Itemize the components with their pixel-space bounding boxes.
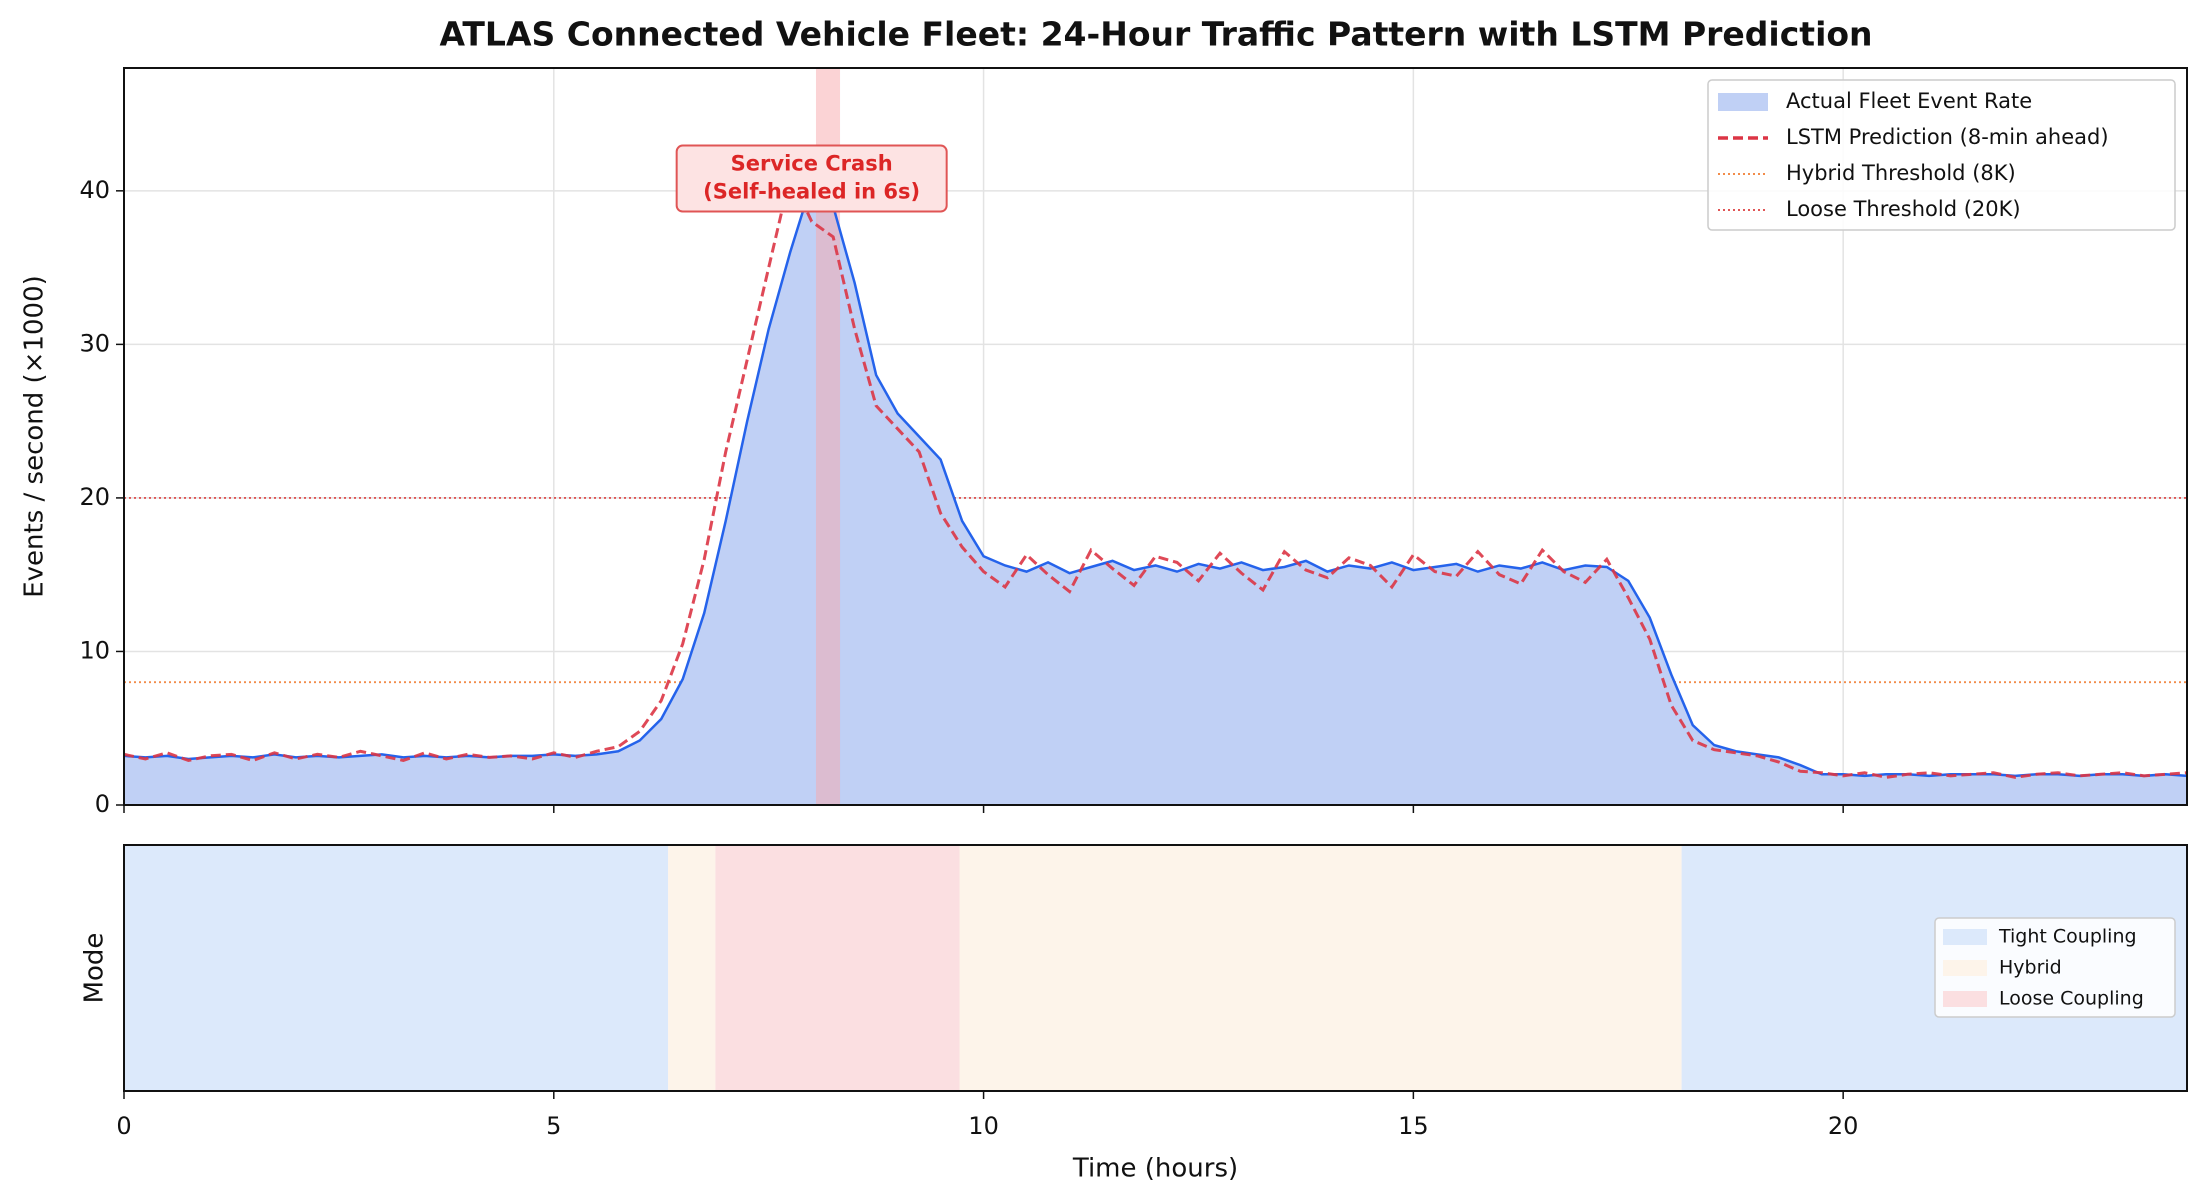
annotation-text: (Self-healed in 6s) [703,180,920,204]
annotation-box [675,144,948,213]
x-tick-label: 15 [1398,1112,1429,1140]
y-tick-label: 30 [79,329,110,357]
mode-band [715,845,960,1091]
axes-frame [123,844,2188,1092]
legend-label: Loose Threshold (20K) [1786,197,2021,221]
mode-band [959,845,1682,1091]
y-axis-label: Events / second (×1000) [20,275,50,598]
chart-title: ATLAS Connected Vehicle Fleet: 24-Hour T… [439,15,1872,54]
legend-label: Hybrid Threshold (8K) [1786,161,2016,185]
y-tick-label: 10 [79,636,110,664]
x-tick-label: 0 [116,1112,131,1140]
area [124,183,2187,805]
legend-label: Hybrid [1999,957,2062,979]
legend-box [1707,79,2176,231]
legend-swatch [1943,960,1987,976]
y-axis-label: Mode [80,933,110,1004]
legend-swatch [1718,93,1768,111]
x-tick-label: 20 [1828,1112,1859,1140]
legend-label: Actual Fleet Event Rate [1786,89,2032,113]
y-tick-label: 0 [95,790,110,818]
x-axis-label: Time (hours) [1072,1154,1238,1184]
legend-swatch [1943,929,1987,945]
legend-swatch [1943,991,1987,1007]
mode-band [124,845,669,1091]
series-line [124,180,2187,778]
legend-label: Tight Coupling [1998,926,2137,948]
legend-label: Loose Coupling [1999,988,2144,1010]
x-tick-label: 10 [968,1112,999,1140]
mode-band [668,845,716,1091]
legend-label: LSTM Prediction (8-min ahead) [1786,125,2109,149]
y-tick-label: 20 [79,483,110,511]
x-tick-label: 5 [546,1112,561,1140]
annotation-text: Service Crash [731,152,893,176]
legend-box [1934,917,2176,1018]
series-line [124,170,2187,779]
axes-frame [123,67,2188,806]
y-tick-label: 40 [79,176,110,204]
